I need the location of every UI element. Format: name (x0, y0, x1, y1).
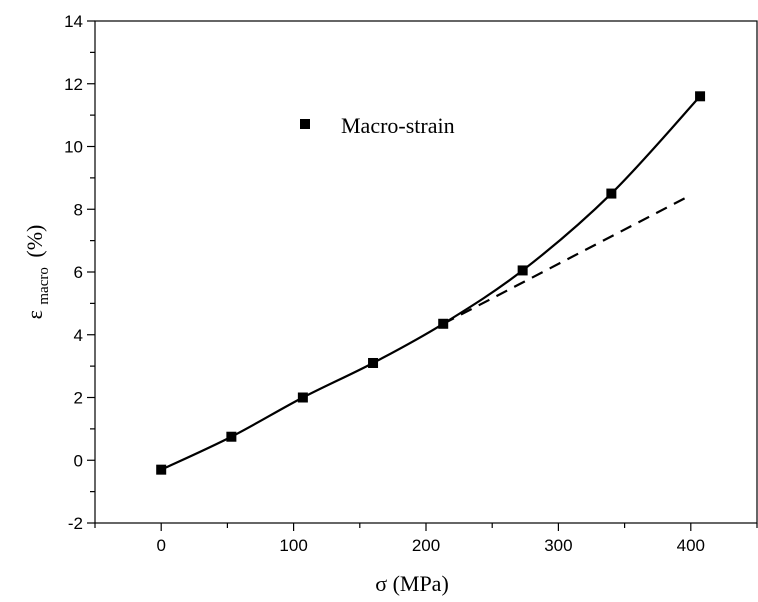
legend-marker (300, 119, 310, 129)
y-tick-label: 10 (64, 138, 83, 157)
y-axis-title-symbol: ε (22, 310, 47, 319)
x-axis-title: σ (MPa) (375, 571, 449, 596)
y-tick-label: 6 (74, 263, 83, 282)
x-tick-label: 0 (156, 536, 165, 555)
y-axis-title: ε macro (%) (22, 225, 53, 320)
data-point (695, 91, 706, 102)
legend: Macro-strain (300, 113, 455, 138)
x-axis-ticks: 0 100 200 300 400 (94, 523, 758, 555)
plot-frame (94, 20, 758, 524)
y-tick-label: 14 (64, 12, 83, 31)
y-tick-label: -2 (68, 514, 83, 533)
data-point (368, 357, 379, 368)
y-axis-title-unit: (%) (22, 225, 47, 258)
x-tick-label: 300 (544, 536, 572, 555)
data-point (517, 265, 528, 276)
data-point (606, 188, 617, 199)
legend-label: Macro-strain (341, 113, 455, 138)
data-point (297, 392, 308, 403)
fit-curve (160, 95, 701, 471)
y-tick-label: 12 (64, 75, 83, 94)
data-point (226, 431, 237, 442)
data-point (438, 318, 449, 329)
linear-extrapolation-line (442, 194, 692, 325)
x-tick-label: 400 (677, 536, 705, 555)
data-point (156, 464, 167, 475)
y-tick-label: 0 (74, 451, 83, 470)
x-tick-label: 100 (279, 536, 307, 555)
y-axis-ticks: -2 0 2 4 6 8 10 12 14 (64, 12, 95, 533)
y-tick-label: 2 (74, 389, 83, 408)
x-tick-label: 200 (412, 536, 440, 555)
y-tick-label: 4 (74, 326, 83, 345)
y-axis-title-subscript: macro (36, 267, 52, 304)
data-markers (156, 91, 706, 475)
y-tick-label: 8 (74, 200, 83, 219)
